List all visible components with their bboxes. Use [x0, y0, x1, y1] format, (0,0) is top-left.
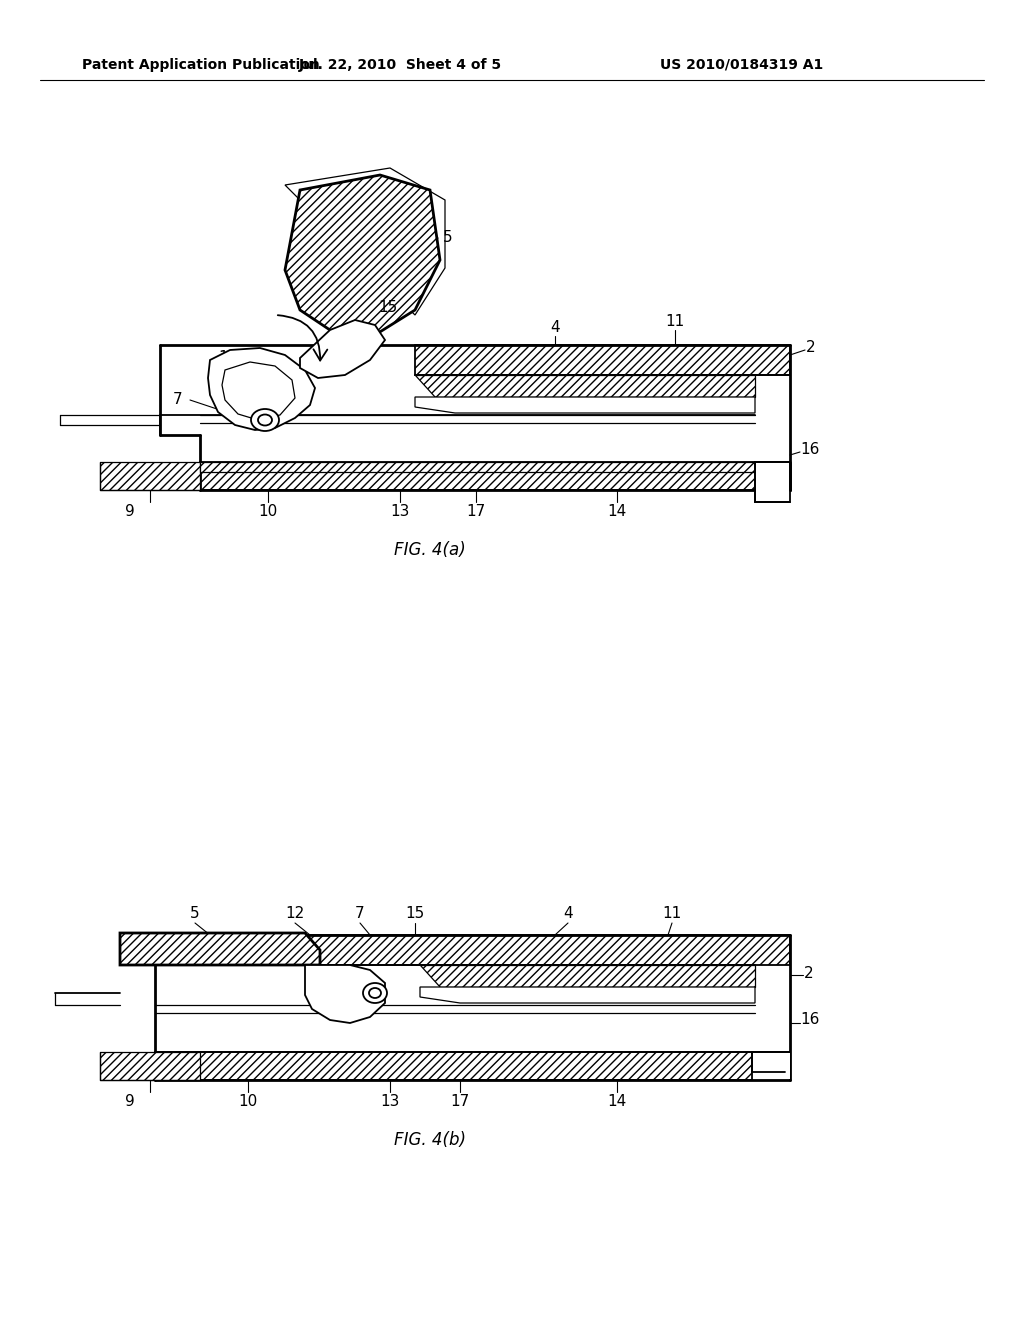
Polygon shape	[300, 319, 385, 378]
Text: 4: 4	[563, 906, 572, 920]
Text: 11: 11	[666, 314, 685, 330]
Text: 12: 12	[218, 351, 238, 366]
Text: 14: 14	[607, 504, 627, 520]
Text: 15: 15	[379, 301, 397, 315]
Text: 2: 2	[806, 341, 816, 355]
Polygon shape	[415, 397, 755, 413]
Polygon shape	[415, 345, 790, 375]
Text: 9: 9	[125, 504, 135, 520]
Text: 17: 17	[451, 1094, 470, 1110]
Text: Patent Application Publication: Patent Application Publication	[82, 58, 319, 73]
Ellipse shape	[362, 983, 387, 1003]
Polygon shape	[120, 933, 319, 965]
Bar	[752, 1052, 790, 1080]
Text: 13: 13	[390, 504, 410, 520]
Text: 5: 5	[190, 906, 200, 920]
Text: 16: 16	[800, 1012, 819, 1027]
Text: 15: 15	[406, 906, 425, 920]
Text: 17: 17	[466, 504, 485, 520]
FancyArrowPatch shape	[278, 315, 328, 360]
Bar	[755, 462, 790, 502]
Polygon shape	[200, 462, 755, 473]
Polygon shape	[155, 1052, 790, 1080]
Text: Jul. 22, 2010  Sheet 4 of 5: Jul. 22, 2010 Sheet 4 of 5	[298, 58, 502, 73]
Text: 7: 7	[355, 906, 365, 920]
Text: 9: 9	[125, 1094, 135, 1110]
Bar	[753, 1053, 790, 1078]
Polygon shape	[155, 935, 790, 965]
Text: 10: 10	[239, 1094, 258, 1110]
Polygon shape	[200, 462, 790, 490]
Polygon shape	[222, 362, 295, 420]
Polygon shape	[420, 965, 755, 987]
Text: 7: 7	[173, 392, 183, 408]
Polygon shape	[420, 987, 755, 1003]
Text: 14: 14	[607, 1094, 627, 1110]
Text: US 2010/0184319 A1: US 2010/0184319 A1	[660, 58, 823, 73]
Polygon shape	[100, 1052, 200, 1080]
Polygon shape	[285, 176, 440, 335]
Text: 11: 11	[663, 906, 682, 920]
Text: 10: 10	[258, 504, 278, 520]
Text: 2: 2	[804, 965, 814, 981]
Text: FIG. 4(b): FIG. 4(b)	[394, 1131, 466, 1148]
Ellipse shape	[369, 987, 381, 998]
Text: 5: 5	[443, 231, 453, 246]
Text: 12: 12	[286, 906, 304, 920]
Ellipse shape	[258, 414, 272, 425]
Text: 16: 16	[800, 442, 819, 458]
Ellipse shape	[251, 409, 279, 432]
Text: 4: 4	[550, 321, 560, 335]
Polygon shape	[100, 462, 200, 490]
Text: 13: 13	[380, 1094, 399, 1110]
Polygon shape	[415, 375, 755, 397]
Polygon shape	[305, 965, 385, 1023]
Text: FIG. 4(a): FIG. 4(a)	[394, 541, 466, 558]
Polygon shape	[208, 348, 315, 430]
Bar	[756, 463, 790, 502]
